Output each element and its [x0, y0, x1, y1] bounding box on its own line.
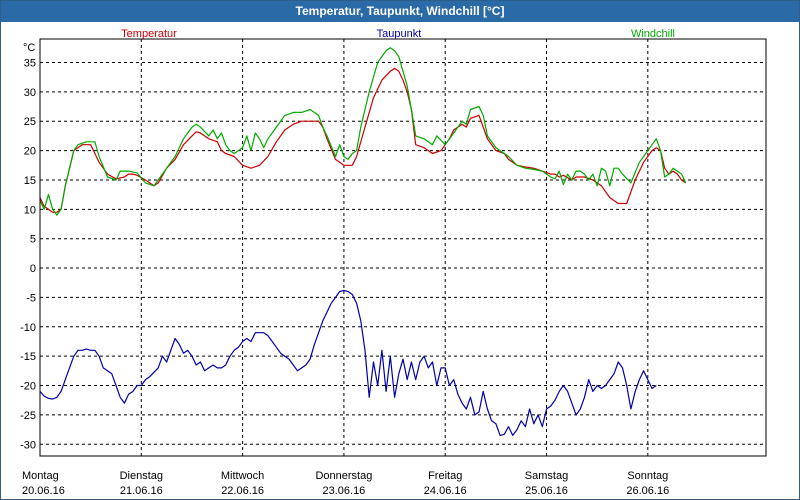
x-day-label: Montag — [22, 470, 59, 482]
x-tick-labels: Montag 20.06.16 Dienstag 21.06.16 Mittwoch 22… — [22, 470, 669, 497]
y-tick-label: 30 — [24, 87, 36, 99]
x-day-label: Donnerstag — [315, 470, 372, 482]
y-tick-label: 0 — [30, 263, 36, 275]
x-date-label: 26.06.16 — [626, 485, 669, 497]
x-date-label: 23.06.16 — [322, 485, 365, 497]
y-tick-label: 20 — [24, 146, 36, 158]
series-lines — [39, 47, 687, 436]
x-date-label: 25.06.16 — [525, 485, 568, 497]
x-date-label: 22.06.16 — [221, 485, 264, 497]
y-tick-label: -25 — [20, 410, 36, 422]
y-tick-label: 25 — [24, 116, 36, 128]
y-tick-label: 35 — [24, 57, 36, 69]
x-day-label: Sonntag — [627, 470, 668, 482]
series-line-windchill — [39, 47, 687, 216]
window-title: Temperatur, Taupunkt, Windchill [°C] — [1, 1, 799, 22]
y-tick-label: -10 — [20, 322, 36, 334]
y-tick-label: 15 — [24, 175, 36, 187]
chart: °C Temperatur Taupunkt Windchill 35 30 25 2… — [20, 28, 767, 497]
x-day-label: Freitag — [428, 470, 462, 482]
y-tick-labels: 35 30 25 20 15 10 5 0 -5 -10 -15 -20 -25 -30 — [20, 57, 36, 451]
y-tick-label: 5 — [30, 234, 36, 246]
y-tick-label: -15 — [20, 351, 36, 363]
x-day-label: Mittwoch — [221, 470, 264, 482]
x-date-label: 21.06.16 — [120, 485, 163, 497]
legend-windchill: Windchill — [631, 28, 675, 40]
grid-lines — [40, 39, 766, 456]
y-tick-label: 10 — [24, 204, 36, 216]
series-line-taupunkt — [39, 289, 657, 436]
y-tick-label: -20 — [20, 381, 36, 393]
legend-temperatur: Temperatur — [121, 28, 177, 40]
legend-taupunkt: Taupunkt — [377, 28, 422, 40]
series-line-temperatur — [39, 67, 687, 213]
x-date-label: 20.06.16 — [22, 485, 65, 497]
plot-frame — [39, 38, 767, 457]
y-tick-label: -5 — [26, 292, 36, 304]
y-tick-label: -30 — [20, 439, 36, 451]
y-axis-unit-label: °C — [23, 42, 35, 54]
x-day-label: Dienstag — [120, 470, 163, 482]
x-day-label: Samstag — [525, 470, 568, 482]
x-date-label: 24.06.16 — [424, 485, 467, 497]
